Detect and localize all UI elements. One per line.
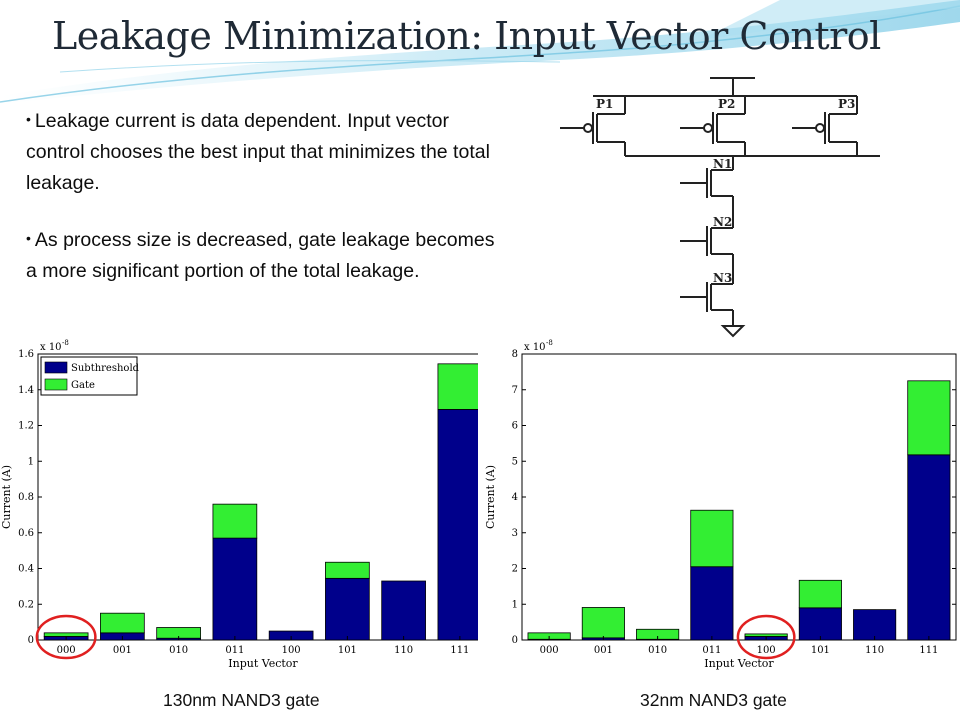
bullet-glyph: •	[26, 111, 31, 127]
legend-label-subthreshold: Subthreshold	[71, 363, 140, 374]
x-tick-label: 110	[394, 645, 413, 656]
bar-gate-001	[581, 607, 625, 639]
plot-area	[521, 353, 957, 641]
y-tick-label: 3	[512, 528, 518, 539]
x-tick-label: 010	[648, 645, 667, 656]
bar-gate-001	[100, 612, 145, 634]
pmos-label-p2: P2	[718, 97, 735, 111]
x-tick-label: 101	[338, 645, 357, 656]
highlight-circle	[35, 614, 97, 660]
bar-subthreshold-011	[690, 566, 734, 641]
bar-gate-101	[325, 561, 370, 579]
y-tick-label: 1	[28, 456, 34, 467]
x-tick-label: 011	[702, 645, 721, 656]
x-tick-label: 011	[225, 645, 244, 656]
y-exponent-label: x 10	[40, 342, 62, 353]
slide-title: Leakage Minimization: Input Vector Contr…	[52, 14, 881, 58]
x-tick-label: 001	[594, 645, 613, 656]
chart-130nm-leakage: 0 0.2 0.4 0.6 0.8 1 1.2 1.4 1.6 x 10 -8 000 001 010 01…	[0, 339, 478, 670]
y-tick-label: 0	[512, 635, 518, 646]
bar-gate-011	[212, 503, 258, 539]
x-tick-label: 110	[865, 645, 884, 656]
bar-subthreshold-111	[907, 454, 951, 641]
caption-130nm: 130nm NAND3 gate	[163, 690, 320, 710]
bar-gate-101	[798, 579, 842, 609]
bar-gate-111	[437, 363, 478, 410]
y-exponent-power: -8	[62, 339, 69, 347]
highlight-circle	[736, 614, 796, 660]
x-tick-label: 001	[113, 645, 132, 656]
y-exponent-label: x 10	[524, 342, 546, 353]
bar-subthreshold-110	[381, 580, 426, 641]
pmos-label-p3: P3	[838, 97, 855, 111]
bullet-item: • Leakage current is data dependent. Inpu…	[26, 104, 496, 199]
legend-swatch-subthreshold	[44, 361, 68, 374]
y-tick-label: 1.2	[18, 421, 34, 432]
bar-gate-111	[907, 380, 951, 456]
x-tick-label: 101	[811, 645, 830, 656]
bullet-glyph: •	[26, 230, 31, 246]
y-tick-label: 0.8	[18, 492, 34, 503]
y-tick-label: 0	[28, 635, 34, 646]
x-axis-label: Input Vector	[228, 657, 298, 670]
y-tick-label: 5	[512, 456, 518, 467]
y-axis-label: Current (A)	[0, 465, 13, 529]
nand3-circuit-diagram: P1 P2 P3 N1 N2 N3	[560, 77, 880, 338]
y-tick-label: 1.4	[18, 385, 34, 396]
x-tick-label: 000	[57, 645, 76, 656]
bullet-text: Leakage current is data dependent. Input…	[26, 110, 490, 194]
x-tick-label: 010	[169, 645, 188, 656]
bar-subthreshold-101	[798, 607, 842, 641]
bullet-list: • Leakage current is data dependent. Inpu…	[26, 104, 496, 311]
bar-gate-000	[43, 632, 89, 637]
y-tick-label: 1	[512, 599, 518, 610]
y-tick-label: 8	[512, 349, 518, 360]
legend-label-gate: Gate	[71, 380, 95, 391]
x-tick-label: 111	[450, 645, 469, 656]
bar-subthreshold-111	[437, 409, 478, 641]
bullet-text: As process size is decreased, gate leaka…	[26, 229, 495, 282]
y-tick-label: 0.2	[18, 599, 34, 610]
x-tick-label: 111	[919, 645, 938, 656]
caption-32nm: 32nm NAND3 gate	[640, 690, 787, 710]
y-tick-label: 1.6	[18, 349, 34, 360]
y-tick-label: 7	[512, 385, 518, 396]
chart-32nm-leakage: 0 1 2 3 4 5 6 7 8 x 10 -8 000 001 010 011 100 101 110 111 I…	[484, 339, 957, 670]
bullet-item: • As process size is decreased, gate leak…	[26, 223, 496, 287]
x-tick-label: 000	[540, 645, 559, 656]
bar-subthreshold-011	[212, 537, 258, 641]
y-tick-label: 2	[512, 564, 518, 575]
y-exponent-power: -8	[546, 339, 553, 347]
nmos-label-n3: N3	[713, 271, 732, 285]
y-tick-label: 0.6	[18, 528, 34, 539]
y-tick-label: 6	[512, 421, 518, 432]
nmos-label-n2: N2	[713, 215, 732, 229]
x-tick-label: 100	[282, 645, 301, 656]
bar-subthreshold-101	[325, 577, 370, 641]
x-axis-label: Input Vector	[704, 657, 774, 670]
y-tick-label: 4	[512, 492, 518, 503]
pmos-label-p1: P1	[596, 97, 613, 111]
y-tick-label: 0.4	[18, 564, 34, 575]
bar-subthreshold-110	[853, 609, 897, 641]
y-axis-label: Current (A)	[484, 465, 497, 529]
x-tick-label: 100	[757, 645, 776, 656]
bar-gate-011	[690, 509, 734, 568]
header-swoosh-decoration	[0, 0, 960, 104]
legend-swatch-gate	[44, 378, 68, 391]
nmos-label-n1: N1	[713, 157, 732, 171]
